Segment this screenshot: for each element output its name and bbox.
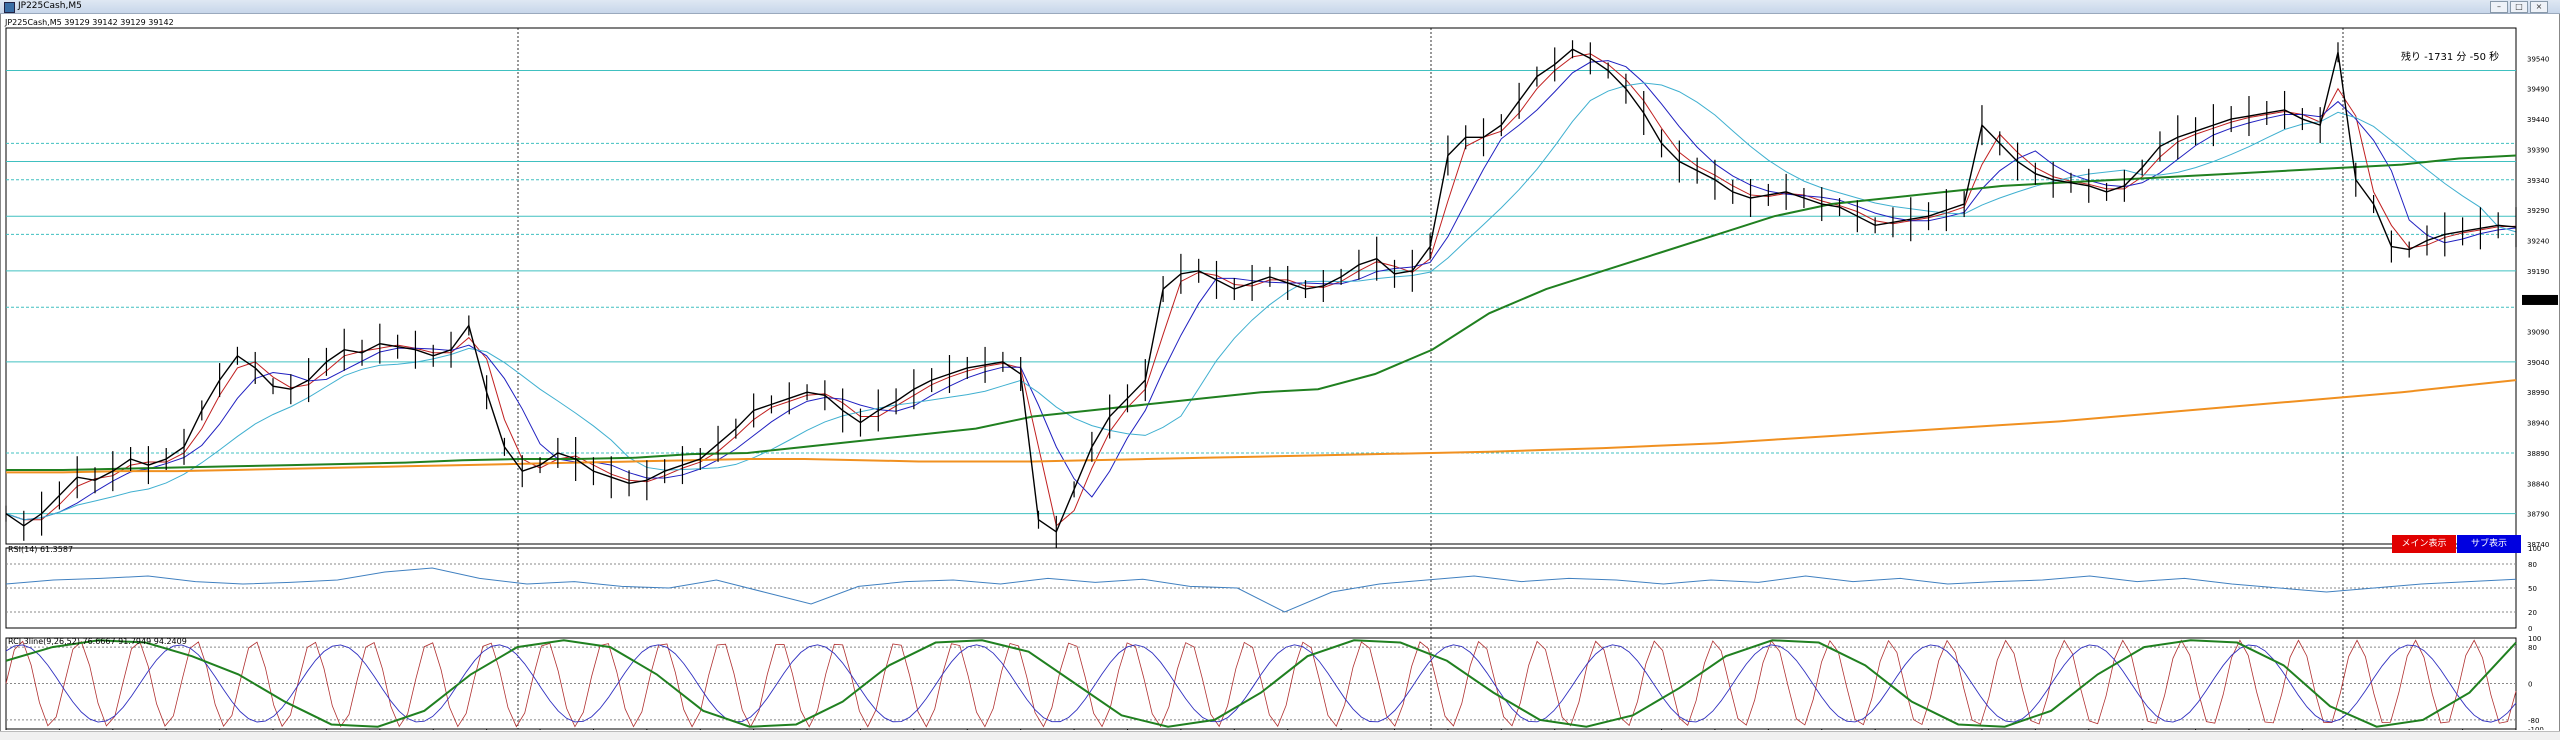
symbol-header: JP225Cash,M5 39129 39142 39129 39142: [4, 18, 174, 27]
main-pane-border: [5, 27, 2517, 545]
maximize-button[interactable]: □: [2510, 1, 2528, 13]
close-button[interactable]: ×: [2530, 1, 2548, 13]
price-tick-label: 38740: [2527, 541, 2549, 549]
rci-label: RCI 3line(9,26,52) 76.6667 91.7949 94.24…: [8, 637, 187, 646]
rci-long-line: [5, 639, 2517, 728]
rci-mid-line: [5, 644, 2517, 723]
indicator-layer: [5, 563, 2517, 728]
price-tick-label: 39440: [2527, 116, 2549, 124]
rsi-tick-label: 80: [2528, 561, 2537, 569]
window-titlebar: JP225Cash,M5 – □ ×: [0, 0, 2560, 14]
rsi-tick-label: 0: [2528, 625, 2532, 633]
price-tick-label: 39540: [2527, 55, 2549, 63]
moving-averages-layer: [5, 53, 2517, 527]
rci-tick-label: 100: [2528, 635, 2541, 643]
rsi-line: [5, 567, 2517, 613]
price-tick-label: 39190: [2527, 268, 2549, 276]
rci-tick-label: -100: [2528, 726, 2544, 730]
price-tick-label: 39040: [2527, 359, 2549, 367]
main-display-button[interactable]: メイン表示: [2392, 535, 2456, 553]
bar-countdown: 残り -1731 分 -50 秒: [2401, 52, 2500, 63]
rsi-tick-label: 100: [2528, 545, 2541, 553]
green-ma-line: [6, 154, 2517, 471]
grid-layer: [5, 27, 2517, 730]
price-line: [5, 48, 2517, 533]
sub-display-button[interactable]: サブ表示: [2457, 535, 2521, 553]
minimize-button[interactable]: –: [2490, 1, 2508, 13]
rci-tick-label: -80: [2528, 717, 2539, 725]
rsi-tick-label: 50: [2528, 585, 2537, 593]
horizontal-lines-layer: [6, 69, 2516, 515]
app-icon: [4, 2, 15, 13]
price-series-layer: [5, 40, 2517, 548]
fast-ma-line: [5, 53, 2517, 527]
mid-ma-line: [5, 60, 2517, 521]
orange-ma-line: [6, 379, 2517, 474]
rsi-tick-label: 20: [2528, 609, 2537, 617]
rci-tick-label: 0: [2528, 681, 2532, 689]
price-tick-label: 39290: [2527, 207, 2549, 215]
rsi-label: RSI(14) 61.3587: [8, 545, 73, 554]
price-tick-label: 38790: [2527, 511, 2549, 519]
chart-window[interactable]: 39540 39490 39440 39390 39340 39290 39240 39190…: [0, 14, 2560, 739]
price-tick-label: 38940: [2527, 420, 2549, 428]
price-tick-label: 39390: [2527, 146, 2549, 154]
chart-canvas[interactable]: 39540 39490 39440 39390 39340 39290 39240 39190…: [1, 14, 2559, 730]
slow-ma-line: [5, 82, 2517, 521]
price-tick-label: 39490: [2527, 86, 2549, 94]
price-tick-label: 38840: [2527, 480, 2549, 488]
price-tick-label: 39090: [2527, 329, 2549, 337]
current-price-label: 39142: [2526, 297, 2548, 305]
window-title: JP225Cash,M5: [18, 1, 82, 11]
horizontal-scrollbar[interactable]: [0, 731, 2560, 740]
price-tick-label: 39240: [2527, 237, 2549, 245]
rci-short-line: [5, 639, 2517, 728]
rci-tick-label: 80: [2528, 644, 2537, 652]
price-tick-label: 38990: [2527, 389, 2549, 397]
price-tick-label: 39340: [2527, 177, 2549, 185]
price-tick-label: 38890: [2527, 450, 2549, 458]
axis-layer: 39540 39490 39440 39390 39340 39290 39240 39190…: [5, 55, 2558, 730]
current-price-box: [2522, 294, 2558, 305]
